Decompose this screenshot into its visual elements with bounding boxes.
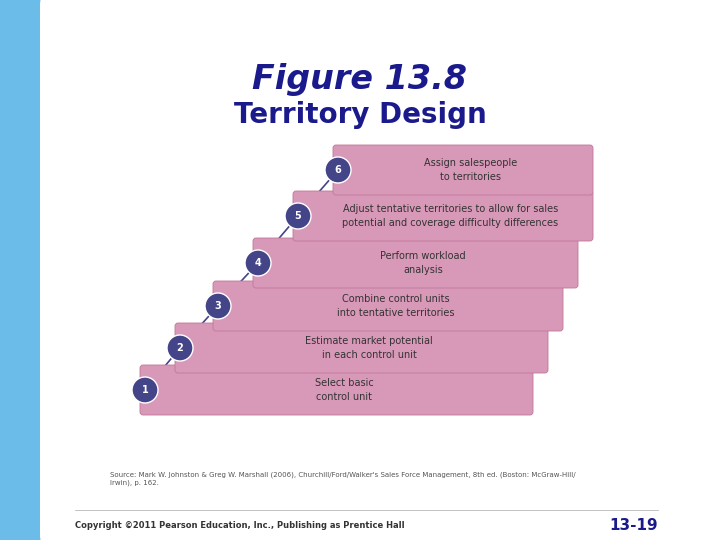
FancyBboxPatch shape bbox=[333, 145, 593, 195]
FancyBboxPatch shape bbox=[213, 281, 563, 331]
Text: 13-19: 13-19 bbox=[609, 517, 658, 532]
Text: Territory Design: Territory Design bbox=[233, 101, 487, 129]
Text: 2: 2 bbox=[176, 343, 184, 353]
Circle shape bbox=[325, 157, 351, 183]
Text: 4: 4 bbox=[255, 258, 261, 268]
Text: Combine control units
into tentative territories: Combine control units into tentative ter… bbox=[337, 294, 454, 318]
Text: Adjust tentative territories to allow for sales
potential and coverage difficult: Adjust tentative territories to allow fo… bbox=[343, 205, 559, 227]
FancyBboxPatch shape bbox=[253, 238, 578, 288]
Text: 1: 1 bbox=[142, 385, 148, 395]
FancyBboxPatch shape bbox=[40, 0, 720, 540]
Text: 5: 5 bbox=[294, 211, 302, 221]
Text: Estimate market potential
in each control unit: Estimate market potential in each contro… bbox=[305, 336, 433, 360]
FancyBboxPatch shape bbox=[293, 191, 593, 241]
Text: Perform workload
analysis: Perform workload analysis bbox=[380, 252, 466, 275]
FancyBboxPatch shape bbox=[68, 0, 720, 540]
Text: Source: Mark W. Johnston & Greg W. Marshall (2006), Churchill/Ford/Walker's Sale: Source: Mark W. Johnston & Greg W. Marsh… bbox=[110, 472, 575, 486]
Circle shape bbox=[205, 293, 231, 319]
Text: 3: 3 bbox=[215, 301, 221, 311]
Text: Assign salespeople
to territories: Assign salespeople to territories bbox=[424, 158, 517, 181]
Text: Select basic
control unit: Select basic control unit bbox=[315, 379, 374, 402]
FancyBboxPatch shape bbox=[140, 365, 533, 415]
Circle shape bbox=[167, 335, 193, 361]
Circle shape bbox=[245, 250, 271, 276]
Text: Copyright ©2011 Pearson Education, Inc., Publishing as Prentice Hall: Copyright ©2011 Pearson Education, Inc.,… bbox=[75, 521, 405, 530]
Text: 6: 6 bbox=[335, 165, 341, 175]
Circle shape bbox=[285, 203, 311, 229]
Circle shape bbox=[132, 377, 158, 403]
Text: Figure 13.8: Figure 13.8 bbox=[253, 64, 467, 97]
FancyBboxPatch shape bbox=[175, 323, 548, 373]
